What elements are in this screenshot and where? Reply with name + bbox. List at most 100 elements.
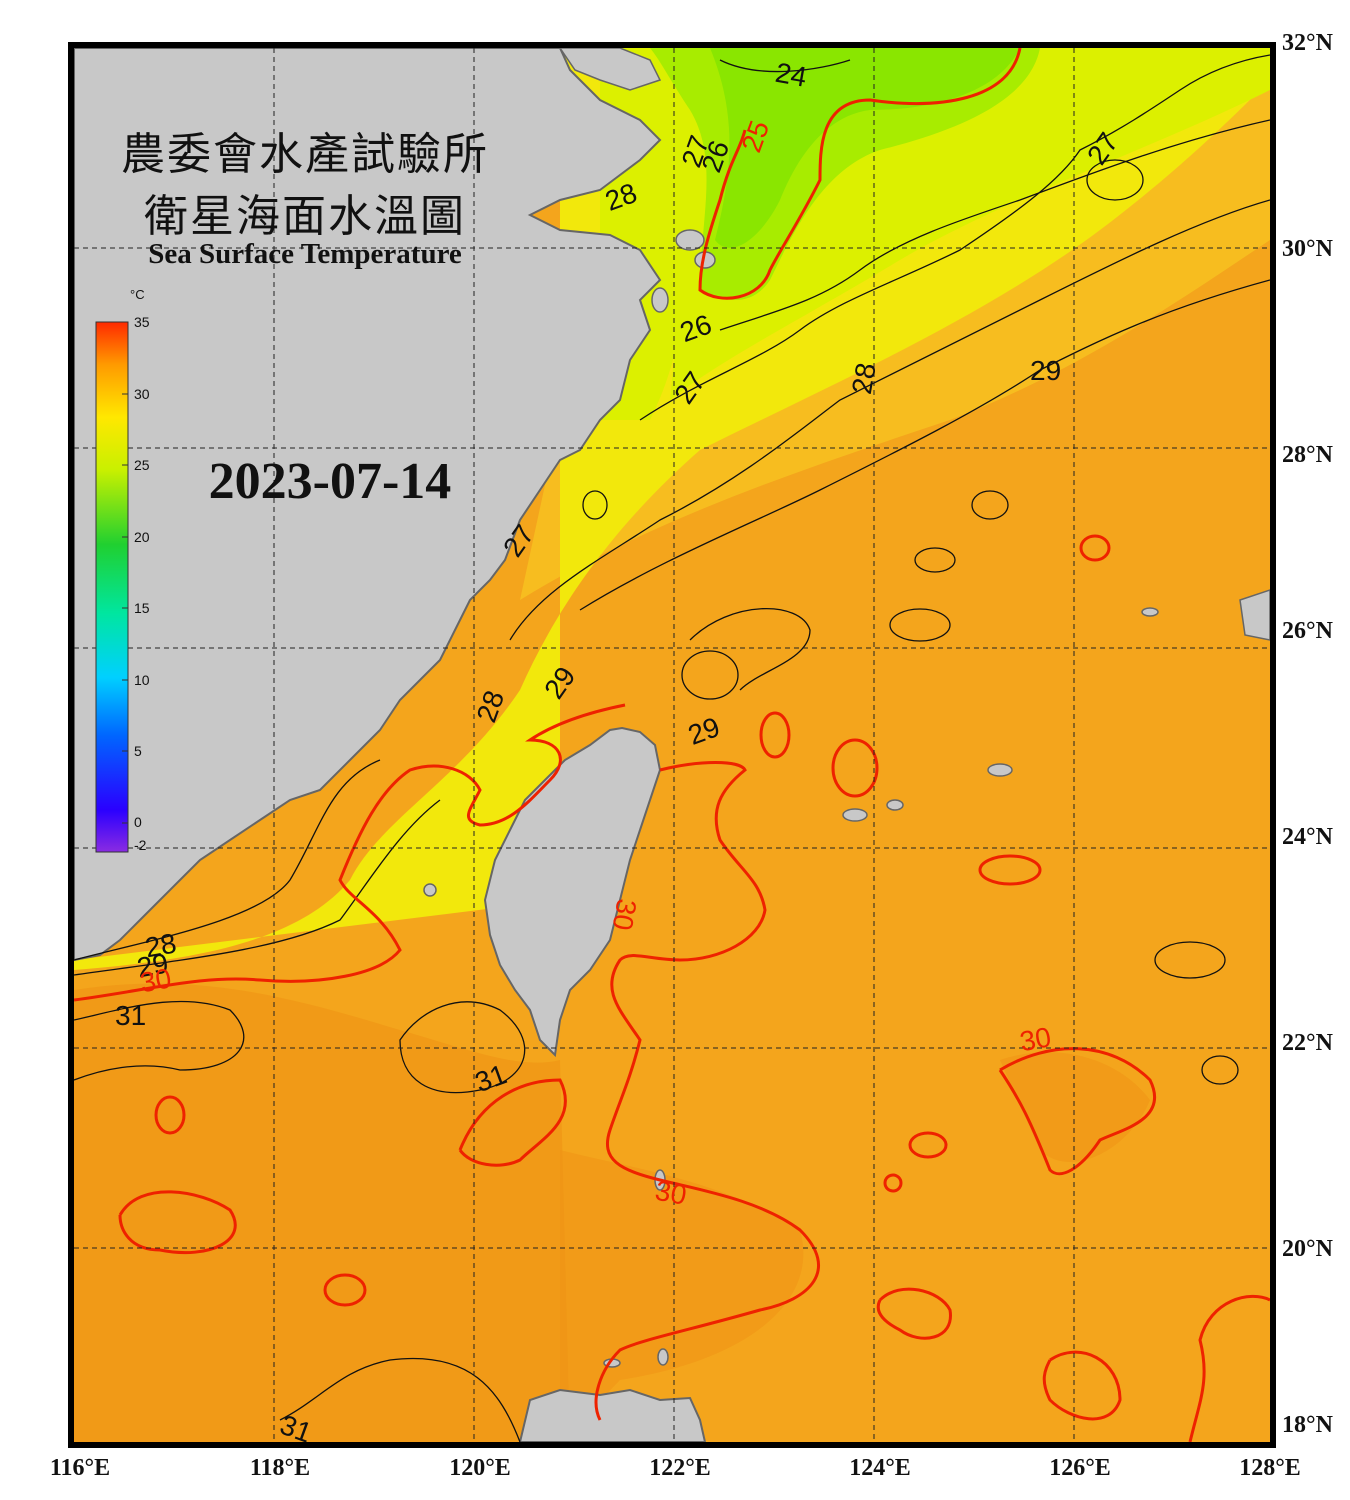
colorbar-ticks — [122, 321, 128, 853]
isotherm-29-west — [74, 799, 441, 976]
isotherm-ring — [1154, 941, 1226, 979]
title-english: Sea Surface Temperature — [148, 238, 462, 270]
title-chinese-line1: 農委會水產試驗所 — [121, 129, 489, 180]
colorbar-label: 20 — [134, 529, 150, 545]
sea-yellow-zone — [74, 48, 1270, 970]
graticule — [74, 48, 1270, 1442]
contour-label: 28 — [143, 927, 179, 963]
lon-label: 118°E — [249, 1455, 311, 1481]
isotherm-30-ring — [323, 1273, 367, 1307]
contour-label: 30 — [1017, 1021, 1053, 1057]
isotherm-30-se2 — [1042, 1350, 1122, 1421]
lon-label: 126°E — [1049, 1455, 1111, 1481]
isotherm-30-ring — [908, 1131, 948, 1159]
isotherm-30-south-loop — [458, 1078, 567, 1167]
colorbar-label: 25 — [134, 457, 150, 473]
isotherm-30-ring — [759, 711, 791, 759]
map-area: 24 25 27 26 28 27 26 27 28 29 27 29 28 2… — [74, 48, 1270, 1442]
red-isotherms — [74, 48, 1270, 1442]
isotherm-ring — [889, 608, 951, 642]
lat-label: 22°N — [1282, 1030, 1333, 1056]
contour-label: 31 — [115, 1000, 146, 1031]
colorbar-label: 5 — [134, 743, 142, 759]
lat-label: 20°N — [1282, 1236, 1333, 1262]
isotherm-25 — [698, 48, 1022, 300]
sea-warm-zone — [560, 1150, 804, 1442]
lon-label: 128°E — [1239, 1455, 1301, 1481]
lat-label: 18°N — [1282, 1412, 1333, 1438]
contour-label: 29 — [1030, 355, 1061, 386]
isotherm-27-coastal — [689, 607, 811, 691]
contour-label: 30 — [607, 897, 643, 933]
sea-warm-zone — [74, 983, 570, 1442]
isotherm-26 — [719, 119, 1270, 331]
lat-label: 28°N — [1282, 442, 1333, 468]
small-island — [987, 763, 1013, 777]
isotherm-30-east — [998, 1047, 1157, 1176]
small-island — [651, 287, 669, 313]
lon-label: 124°E — [849, 1455, 911, 1481]
contour-label: 24 — [773, 57, 809, 93]
contour-label: 30 — [138, 962, 174, 998]
small-island — [675, 229, 705, 251]
isotherm-30-sw — [118, 1190, 237, 1255]
colorbar — [95, 321, 129, 853]
lon-label: 116°E — [49, 1455, 111, 1481]
isotherm-30-ring — [978, 854, 1042, 886]
colorbar-label: 0 — [134, 814, 142, 830]
isotherm-30-west — [74, 703, 626, 1002]
map-date: 2023-07-14 — [208, 453, 452, 510]
isotherm-ring — [582, 490, 608, 520]
map-frame — [68, 42, 1276, 1448]
small-island — [842, 808, 868, 822]
lat-label: 24°N — [1282, 824, 1333, 850]
colorbar-label: -2 — [134, 837, 147, 853]
isotherm-31-south — [279, 1357, 521, 1442]
lon-label: 122°E — [649, 1455, 711, 1481]
isotherm-28-north — [509, 199, 1270, 641]
lat-label: 30°N — [1282, 236, 1333, 262]
contour-label: 29 — [135, 947, 171, 983]
contour-label: 28 — [846, 360, 882, 396]
isotherm-30-se — [876, 1287, 952, 1340]
isotherm-30-ring — [1079, 534, 1111, 562]
lon-label: 120°E — [449, 1455, 511, 1481]
isotherm-24 — [719, 59, 851, 73]
lat-label: 32°N — [1282, 30, 1333, 56]
small-island — [1141, 607, 1159, 617]
colorbar-label: 35 — [134, 314, 150, 330]
isotherm-30-ring — [883, 1173, 903, 1193]
colorbar-unit: °C — [130, 287, 145, 302]
contour-label: 30 — [653, 1175, 689, 1211]
isotherm-30-ring — [831, 738, 879, 798]
sea-cold-core — [710, 48, 1020, 248]
isotherm-ring — [1086, 159, 1144, 201]
colorbar-label: 15 — [134, 600, 150, 616]
isotherm-ring — [681, 650, 739, 700]
isotherm-ring — [1201, 1055, 1239, 1085]
black-isotherms — [74, 54, 1270, 1442]
taiwan-island — [483, 726, 662, 1058]
title-chinese-line2: 衛星海面水溫圖 — [144, 191, 466, 242]
small-island — [657, 1348, 669, 1366]
isotherm-30-se3 — [1188, 1294, 1270, 1442]
isotherm-30-ring — [154, 1095, 186, 1135]
luzon-island — [518, 1388, 707, 1442]
small-island — [886, 799, 904, 811]
isotherm-31-west — [74, 1000, 245, 1081]
mainland-china — [74, 48, 662, 962]
isotherm-27-north — [639, 54, 1270, 421]
isotherm-ring — [914, 547, 956, 573]
lat-label: 26°N — [1282, 618, 1333, 644]
isotherm-30-taiwan-east — [594, 761, 820, 1421]
isotherm-31-central — [399, 1001, 526, 1094]
isotherm-28-west — [74, 759, 381, 961]
isotherm-ring — [971, 490, 1009, 520]
small-island — [423, 883, 437, 897]
ryukyu-island — [1239, 589, 1270, 641]
colorbar-label: 30 — [134, 386, 150, 402]
isotherm-29-north — [579, 279, 1270, 611]
yangtze-delta — [559, 48, 662, 91]
colorbar-label: 10 — [134, 672, 150, 688]
